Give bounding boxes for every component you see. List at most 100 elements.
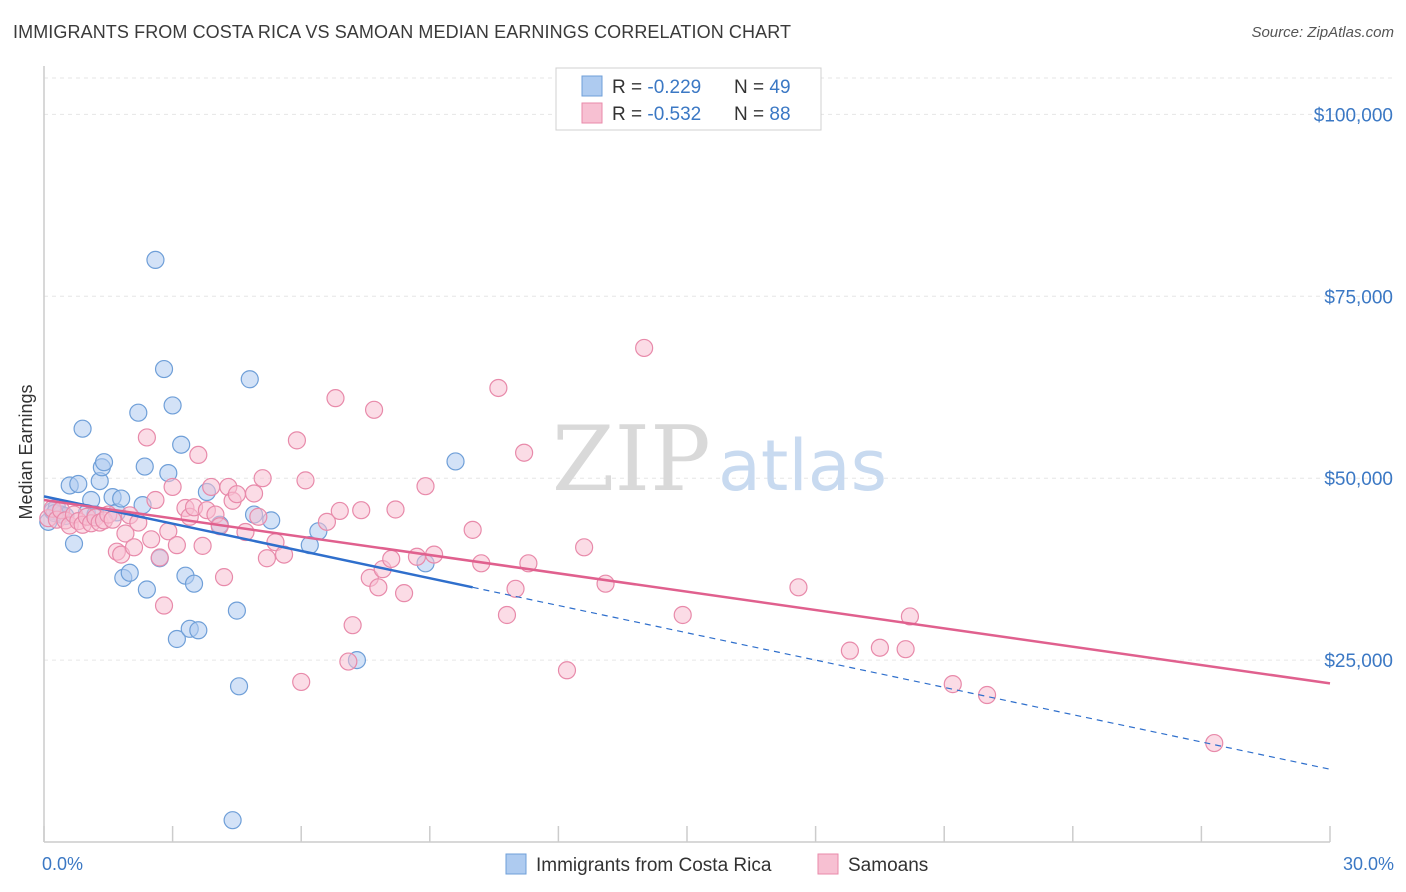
pink-data-point: [146, 490, 165, 510]
pink-data-point: [635, 338, 654, 358]
pink-trend-line: [43, 498, 1331, 685]
pink-data-point: [343, 616, 362, 635]
legend-r-value-pink: -0.532: [647, 104, 701, 125]
blue-data-point: [146, 250, 165, 270]
legend-pink-swatch: [581, 102, 603, 124]
y-tick-label: $75,000: [1324, 287, 1393, 308]
pink-data-point: [150, 548, 169, 567]
blue-data-point: [229, 677, 249, 696]
svg-text:R = -0.229: R = -0.229: [612, 77, 701, 98]
legend-n-label-blue: N =: [734, 77, 769, 98]
blue-data-point: [112, 489, 131, 508]
blue-data-point: [129, 403, 148, 422]
chart-title: IMMIGRANTS FROM COSTA RICA VS SAMOAN MED…: [13, 22, 792, 42]
pink-data-point: [249, 507, 268, 526]
pink-data-point: [515, 443, 534, 462]
pink-data-point: [317, 512, 337, 531]
y-tick-label: $50,000: [1324, 469, 1393, 490]
bottom-legend-pink-label: Samoans: [848, 855, 928, 876]
svg-text:N = 88: N = 88: [734, 104, 791, 125]
pink-data-point: [382, 549, 401, 569]
bottom-legend-blue-swatch: [505, 853, 527, 875]
blue-data-point: [446, 452, 465, 471]
pink-data-point: [326, 389, 345, 408]
legend-blue-swatch: [581, 75, 603, 97]
source-credit: Source: ZipAtlas.com: [1251, 24, 1394, 41]
pink-data-point: [214, 568, 234, 587]
pink-data-point: [257, 549, 277, 568]
pink-data-point: [557, 661, 577, 680]
series-legend: Immigrants from Costa Rica Samoans: [505, 853, 928, 876]
pink-data-point: [463, 520, 482, 539]
legend-r-label-pink: R =: [612, 104, 647, 125]
correlation-legend: R = -0.229 N = 49 R = -0.532 N = 88: [555, 67, 822, 131]
pink-data-point: [369, 578, 388, 597]
pink-data-point: [575, 538, 594, 557]
legend-n-value-pink: 88: [769, 104, 790, 125]
pink-data-point: [489, 378, 508, 398]
blue-trend-line: [43, 495, 473, 589]
pink-data-point: [253, 469, 272, 488]
pink-data-point: [840, 641, 859, 660]
pink-data-point: [202, 477, 221, 497]
blue-data-point: [137, 580, 156, 599]
pink-data-point: [789, 578, 808, 597]
watermark-atlas: atlas: [718, 425, 887, 507]
pink-data-point: [330, 501, 349, 521]
x-tick-label: 0.0%: [42, 854, 83, 874]
pink-data-point: [244, 484, 264, 503]
pink-data-point: [900, 607, 920, 626]
axes: [43, 66, 1331, 843]
blue-data-point: [120, 563, 139, 582]
pink-data-point: [896, 640, 915, 659]
pink-data-point: [103, 510, 122, 529]
pink-data-point: [193, 536, 212, 555]
pink-data-point: [870, 638, 890, 657]
blue-data-point: [189, 621, 208, 640]
pink-data-point: [167, 536, 186, 555]
pink-data-point: [352, 501, 371, 520]
legend-n-label-pink: N =: [734, 104, 769, 125]
pink-data-point: [673, 605, 692, 625]
pink-data-point: [497, 605, 517, 625]
pink-data-point: [137, 428, 156, 447]
blue-data-point: [223, 811, 242, 830]
legend-r-label-blue: R =: [612, 77, 647, 98]
y-tick-label: $25,000: [1324, 651, 1393, 672]
trend-lines: [43, 495, 1331, 770]
blue-data-point: [227, 601, 246, 620]
series-pink-points: [39, 338, 1224, 753]
y-tick-label: $100,000: [1314, 105, 1393, 126]
pink-data-point: [394, 584, 414, 603]
pink-data-point: [296, 471, 315, 490]
blue-data-point: [64, 534, 84, 553]
pink-data-point: [596, 574, 615, 593]
x-tick-label: 30.0%: [1343, 854, 1394, 874]
blue-data-point: [73, 419, 92, 438]
blue-data-point: [69, 474, 88, 494]
pink-data-point: [292, 672, 311, 692]
pink-data-point: [189, 445, 208, 465]
pink-data-point: [163, 477, 182, 497]
legend-n-value-blue: 49: [769, 77, 790, 98]
blue-data-point: [240, 370, 259, 389]
blue-data-point: [184, 574, 204, 593]
pink-data-point: [287, 431, 307, 450]
svg-text:N = 49: N = 49: [734, 77, 791, 98]
pink-data-point: [142, 530, 161, 549]
bottom-legend-blue-label: Immigrants from Costa Rica: [536, 855, 772, 876]
bottom-legend-pink-swatch: [817, 853, 839, 875]
pink-data-point: [227, 485, 246, 504]
blue-data-point: [154, 359, 174, 379]
legend-r-value-blue: -0.229: [647, 77, 701, 98]
pink-data-point: [154, 596, 174, 615]
watermark-zip: ZIP: [552, 407, 711, 512]
blue-data-point: [163, 396, 182, 415]
pink-data-point: [386, 500, 405, 519]
pink-data-point: [407, 547, 427, 566]
blue-trend-extension: [472, 586, 1331, 770]
watermark: ZIP atlas: [552, 407, 887, 512]
pink-data-point: [416, 477, 435, 496]
y-axis-label: Median Earnings: [16, 384, 36, 519]
blue-data-point: [135, 457, 154, 476]
